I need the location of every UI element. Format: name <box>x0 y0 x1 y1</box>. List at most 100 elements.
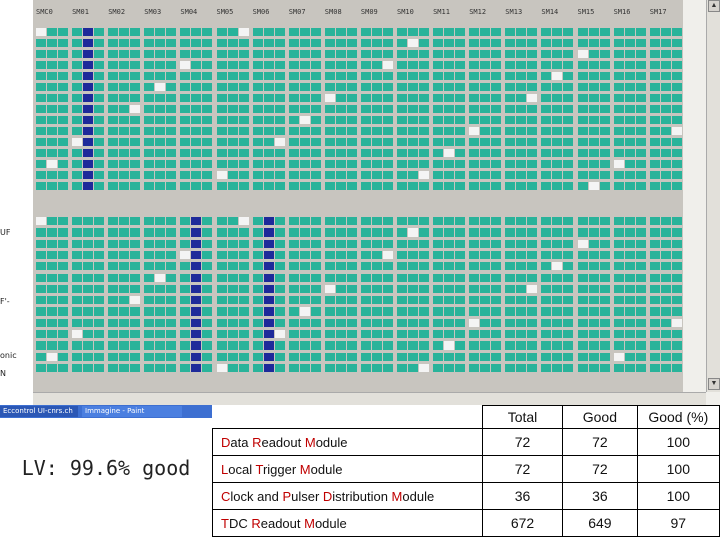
crate-cell[interactable] <box>599 239 610 248</box>
crate-cell[interactable] <box>624 363 635 373</box>
crate-cell[interactable] <box>47 296 57 305</box>
crate-cell[interactable] <box>216 127 227 135</box>
crate-cell[interactable] <box>202 330 213 339</box>
crate-cell[interactable] <box>216 250 227 260</box>
crate-cell[interactable] <box>624 330 635 339</box>
crate-cell[interactable] <box>36 28 46 36</box>
crate-cell[interactable] <box>516 273 527 282</box>
crate-cell[interactable] <box>166 228 177 237</box>
crate-cell[interactable] <box>577 50 588 58</box>
crate-cell[interactable] <box>47 127 57 135</box>
crate-cell[interactable] <box>83 217 94 226</box>
crate-cell[interactable] <box>216 330 227 339</box>
crate-cell[interactable] <box>47 171 57 179</box>
crate-cell[interactable] <box>516 160 527 168</box>
crate-cell[interactable] <box>216 341 227 350</box>
crate-cell[interactable] <box>108 217 119 226</box>
crate-cell[interactable] <box>408 182 418 190</box>
crate-cell[interactable] <box>577 307 588 316</box>
crate-cell[interactable] <box>36 341 46 350</box>
crate-cell[interactable] <box>119 61 130 69</box>
crate-cell[interactable] <box>299 228 310 237</box>
crate-cell[interactable] <box>649 116 660 124</box>
crate-cell[interactable] <box>371 228 382 237</box>
crate-cell[interactable] <box>613 28 624 36</box>
crate-cell[interactable] <box>455 83 466 91</box>
crate-cell[interactable] <box>144 28 155 36</box>
crate-cell[interactable] <box>252 127 263 135</box>
crate-cell[interactable] <box>166 239 177 248</box>
crate-cell[interactable] <box>588 239 599 248</box>
crate-cell[interactable] <box>130 61 141 69</box>
crate-cell[interactable] <box>588 83 599 91</box>
crate-cell[interactable] <box>299 50 310 58</box>
crate-cell[interactable] <box>516 239 527 248</box>
crate-cell[interactable] <box>130 217 141 226</box>
crate-cell[interactable] <box>624 273 635 282</box>
crate-cell[interactable] <box>310 273 321 282</box>
crate-cell[interactable] <box>433 228 444 237</box>
crate-cell[interactable] <box>649 341 660 350</box>
crate-cell[interactable] <box>552 72 563 80</box>
crate-cell[interactable] <box>310 171 321 179</box>
crate-cell[interactable] <box>288 217 299 226</box>
crate-cell[interactable] <box>180 341 191 350</box>
crate-cell[interactable] <box>599 149 610 157</box>
crate-cell[interactable] <box>397 83 407 91</box>
crate-cell[interactable] <box>324 149 335 157</box>
crate-cell[interactable] <box>588 250 599 260</box>
crate-cell[interactable] <box>94 39 105 47</box>
scroll-up-icon[interactable]: ▲ <box>708 0 720 12</box>
crate-cell[interactable] <box>419 239 429 248</box>
crate-cell[interactable] <box>649 149 660 157</box>
crate-cell[interactable] <box>382 284 393 294</box>
crate-cell[interactable] <box>119 138 130 146</box>
crate-cell[interactable] <box>288 105 299 113</box>
crate-cell[interactable] <box>216 239 227 248</box>
crate-cell[interactable] <box>83 94 94 102</box>
crate-cell[interactable] <box>660 239 671 248</box>
crate-cell[interactable] <box>83 182 94 190</box>
crate-cell[interactable] <box>299 72 310 80</box>
crate-cell[interactable] <box>94 138 105 146</box>
crate-cell[interactable] <box>408 217 418 226</box>
crate-cell[interactable] <box>563 72 574 80</box>
crate-cell[interactable] <box>216 149 227 157</box>
crate-cell[interactable] <box>47 105 57 113</box>
crate-cell[interactable] <box>480 352 491 361</box>
crate-cell[interactable] <box>419 127 429 135</box>
crate-cell[interactable] <box>480 160 491 168</box>
crate-cell[interactable] <box>72 228 83 237</box>
crate-cell[interactable] <box>671 160 682 168</box>
crate-cell[interactable] <box>108 318 119 327</box>
crate-cell[interactable] <box>274 61 285 69</box>
crate-cell[interactable] <box>36 138 46 146</box>
crate-cell[interactable] <box>83 138 94 146</box>
crate-cell[interactable] <box>624 284 635 294</box>
crate-cell[interactable] <box>324 273 335 282</box>
crate-cell[interactable] <box>382 262 393 271</box>
crate-cell[interactable] <box>635 94 646 102</box>
crate-cell[interactable] <box>227 94 238 102</box>
crate-cell[interactable] <box>360 182 371 190</box>
crate-cell[interactable] <box>299 330 310 339</box>
crate-cell[interactable] <box>505 94 516 102</box>
crate-cell[interactable] <box>108 228 119 237</box>
crate-cell[interactable] <box>624 28 635 36</box>
crate-cell[interactable] <box>346 182 357 190</box>
crate-cell[interactable] <box>310 94 321 102</box>
crate-cell[interactable] <box>649 307 660 316</box>
crate-cell[interactable] <box>47 61 57 69</box>
crate-cell[interactable] <box>83 149 94 157</box>
crate-cell[interactable] <box>238 250 249 260</box>
crate-cell[interactable] <box>433 262 444 271</box>
crate-cell[interactable] <box>36 105 46 113</box>
crate-cell[interactable] <box>274 318 285 327</box>
crate-cell[interactable] <box>238 284 249 294</box>
crate-cell[interactable] <box>58 72 68 80</box>
crate-cell[interactable] <box>335 105 346 113</box>
crate-cell[interactable] <box>599 262 610 271</box>
crate-cell[interactable] <box>83 61 94 69</box>
crate-cell[interactable] <box>72 160 83 168</box>
crate-cell[interactable] <box>419 273 429 282</box>
